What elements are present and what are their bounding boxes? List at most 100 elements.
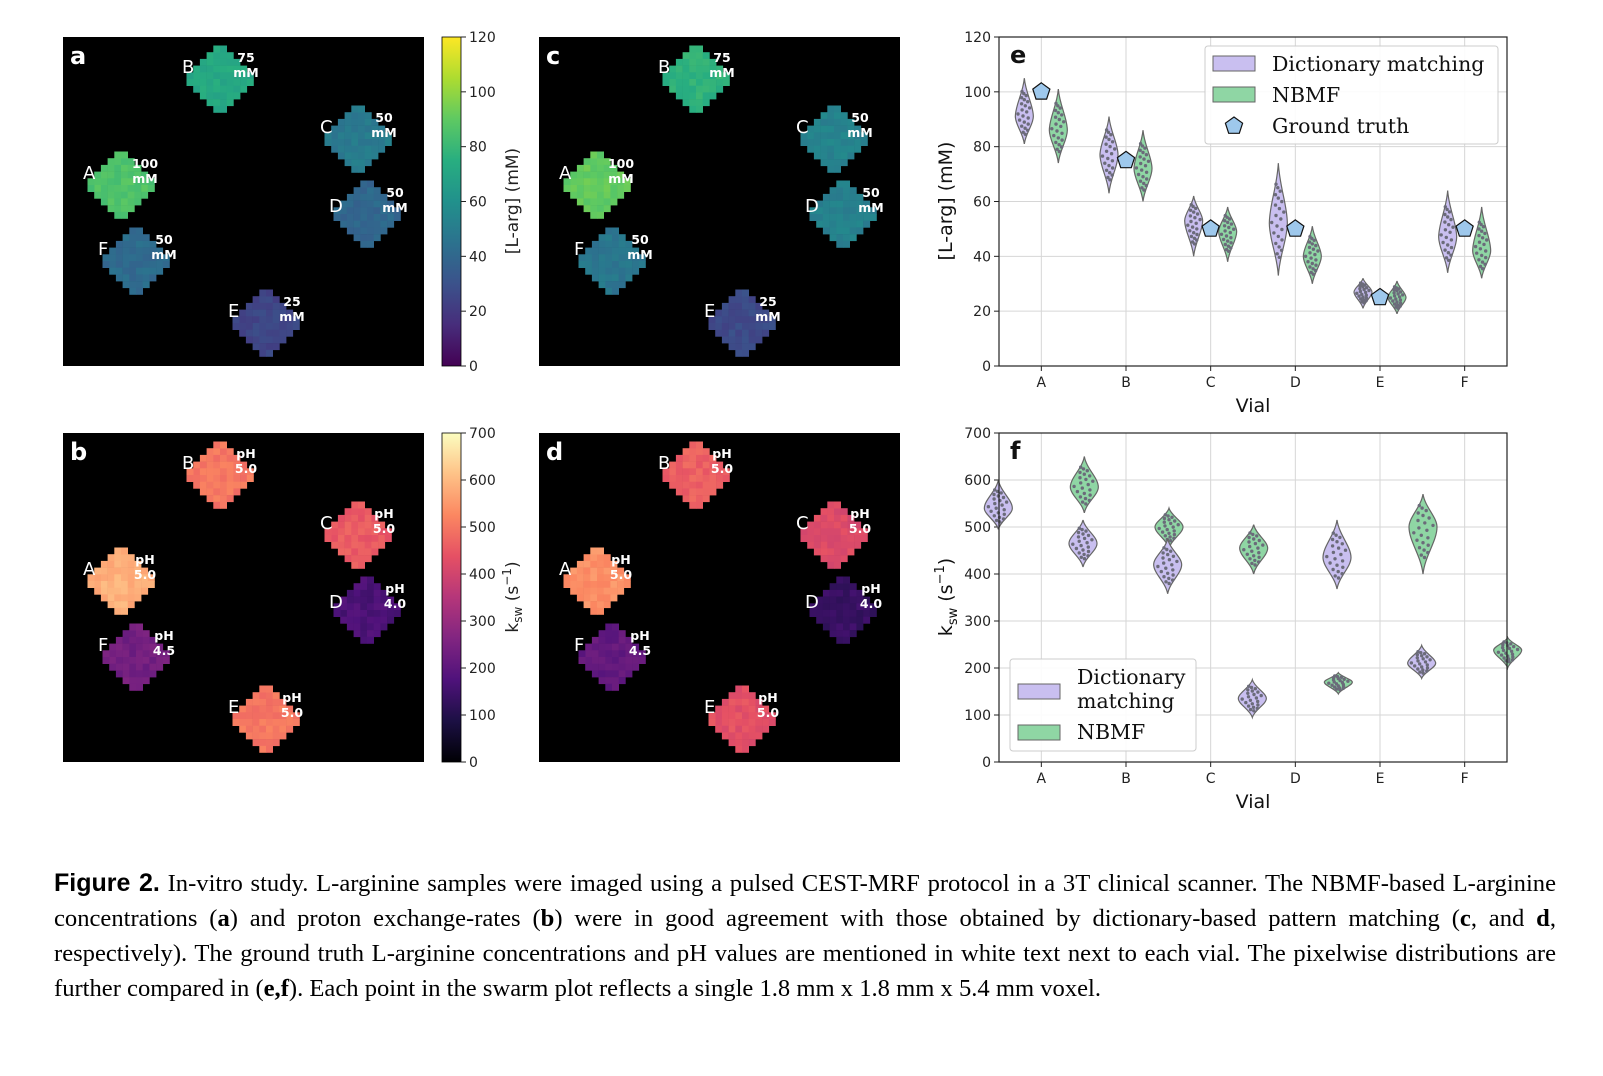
swarm-point [1341, 565, 1345, 569]
vial-pixel [360, 630, 368, 638]
vial-pixel [142, 630, 150, 638]
vial-pixel [856, 200, 864, 208]
vial-pixel [755, 698, 763, 706]
vial-pixel [127, 164, 135, 172]
vial-pixel [682, 488, 690, 496]
vial-pixel [213, 79, 221, 86]
vial-pixel [847, 145, 855, 153]
vial-pixel [834, 535, 841, 542]
vial-pixel [597, 164, 604, 172]
vial-pixel [360, 234, 368, 242]
vial-pixel [598, 247, 606, 255]
vial-pixel [591, 254, 599, 262]
legend-label: Dictionary matching [1272, 52, 1484, 76]
ground-truth-marker-B [1116, 150, 1136, 169]
swarm-point [1480, 229, 1484, 233]
vial-pixel [748, 732, 756, 740]
vial-pixel [675, 92, 683, 100]
caption-text-5: , respectively). The ground truth L-argi… [54, 905, 1556, 1002]
vial-pixel [252, 725, 260, 733]
swarm-point [1364, 293, 1369, 297]
swarm-point [1088, 493, 1092, 497]
vial-pixel [612, 261, 619, 268]
vial-pixel [721, 309, 729, 317]
swarm-point [1171, 554, 1176, 558]
vial-pixel [590, 178, 598, 186]
vial-pixel [843, 603, 850, 611]
vial-pixel [682, 461, 690, 469]
vial-pixel [597, 601, 604, 609]
swarm-point [1443, 248, 1447, 252]
swarm-point [1050, 127, 1054, 131]
vial-pixel [378, 528, 386, 536]
vial-pixel [252, 302, 260, 310]
vial-pixel [87, 185, 95, 192]
swarm-point [1443, 220, 1447, 224]
vial-pixel [612, 227, 619, 235]
swarm-point [1256, 699, 1260, 704]
swarm-point [1002, 508, 1006, 512]
vial-label-line1: pH [611, 552, 630, 567]
vial-pixel [597, 607, 604, 615]
vial-pixel [371, 535, 379, 542]
vial-pixel [358, 508, 365, 516]
vial-pixel [590, 581, 598, 588]
swarm-point [1109, 133, 1113, 137]
vial-pixel [337, 125, 345, 133]
vial-pixel [682, 454, 690, 462]
swarm-point [1195, 212, 1200, 216]
swarm-point [1071, 542, 1075, 546]
swarm-point [1256, 560, 1261, 564]
vial-letter: E [704, 301, 715, 322]
vial-pixel [324, 132, 332, 140]
vial-pixel [272, 732, 280, 740]
vial-pixel [266, 698, 273, 706]
vial-pixel [716, 65, 724, 73]
vial-pixel [585, 247, 593, 255]
vial-pixel [393, 603, 401, 611]
swarm-point [1250, 702, 1255, 706]
vial-pixel [721, 705, 729, 713]
vial-pixel [136, 670, 143, 678]
vial-pixel [115, 240, 123, 248]
vial-pixel [617, 574, 625, 582]
vial-pixel [709, 488, 717, 496]
vial-pixel [682, 481, 690, 489]
vial-pixel [675, 468, 683, 476]
vial-pixel [742, 309, 749, 317]
vial-label-line1: 50 [386, 185, 404, 200]
vial-pixel [378, 139, 386, 146]
vial-pixel [279, 712, 287, 720]
vial-pixel [605, 267, 613, 275]
swarm-point [1186, 223, 1190, 227]
swarm-point [1109, 152, 1114, 156]
vial-pixel [709, 72, 717, 80]
swarm-point [1392, 302, 1397, 306]
vial-pixel [623, 178, 631, 186]
vial-pixel [346, 616, 354, 624]
swarm-point [1229, 222, 1234, 226]
vial-pixel [563, 581, 571, 588]
swarm-point [1168, 535, 1172, 539]
vial-pixel [259, 309, 267, 317]
vial-pixel [142, 267, 150, 275]
swarm-point [1076, 530, 1081, 535]
vial-pixel [590, 574, 598, 582]
vial-pixel [220, 79, 227, 86]
vial-pixel [840, 152, 848, 160]
violin-nbmf-E [1408, 493, 1438, 575]
swarm-point [1422, 555, 1427, 560]
vial-pixel [206, 79, 214, 86]
vial-pixel [728, 329, 736, 337]
vial-pixel [358, 501, 365, 509]
vial-pixel [213, 448, 221, 456]
vial-pixel [598, 657, 606, 664]
vial-pixel [675, 475, 683, 482]
swarm-point [1480, 236, 1485, 240]
vial-pixel [682, 58, 690, 66]
swarm-point [1076, 535, 1081, 539]
vial-pixel [245, 705, 253, 713]
vial-pixel [682, 99, 690, 107]
